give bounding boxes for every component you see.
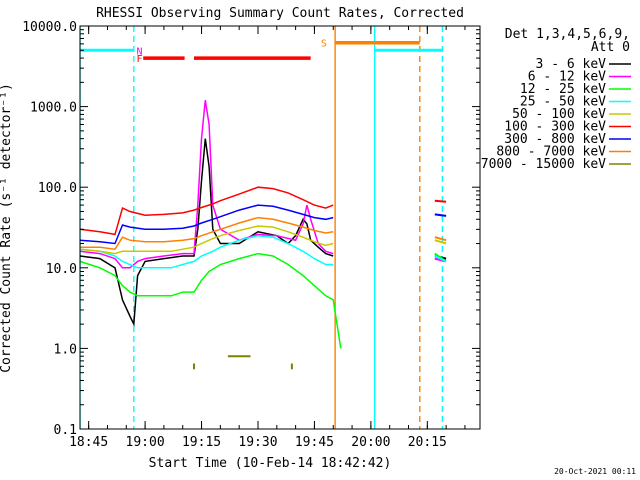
x-axis-label: Start Time (10-Feb-14 18:42:42) [149, 456, 392, 471]
plot-area: FN S [80, 26, 447, 429]
legend-label-0: 3 - 6 keV [536, 57, 607, 72]
x-tick-label-5: 20:00 [351, 435, 390, 450]
series-line-2 [80, 252, 342, 349]
y-tick-label-0: 10000.0 [22, 20, 77, 35]
legend-label-7: 800 - 7000 keV [496, 145, 606, 160]
x-tick-label-0: 18:45 [69, 435, 108, 450]
legend-label-1: 6 - 12 keV [528, 70, 606, 85]
series-line-4 [80, 225, 334, 255]
series-segment-7-0 [434, 236, 447, 242]
legend-label-3: 25 - 50 keV [520, 95, 606, 110]
plot-content [80, 26, 447, 429]
legend-header-line1: Det 1,3,4,5,6,9, [505, 27, 630, 42]
x-tick-label-4: 19:45 [295, 435, 334, 450]
y-tick-label-3: 10.0 [46, 262, 77, 277]
x-tick-label-1: 19:00 [126, 435, 165, 450]
series-line-1 [80, 100, 334, 269]
series-line-7 [80, 216, 334, 251]
x-axis: 18:45 19:00 19:15 19:30 19:45 20:00 20:15 [69, 26, 466, 450]
flag-label-F: F [136, 54, 142, 65]
y-axis: 10000.0 1000.0 100.0 10.0 1.0 0.1 [22, 20, 480, 438]
series-line-3 [80, 234, 334, 269]
plot-frame [79, 25, 481, 430]
series-segment-4-0 [434, 239, 447, 245]
y-tick-label-1: 1000.0 [30, 101, 77, 116]
legend-header-line2: Att 0 [591, 40, 630, 55]
flag-label-N: N [136, 46, 142, 57]
y-tick-label-5: 0.1 [54, 423, 77, 438]
legend-label-5: 100 - 300 keV [504, 120, 606, 135]
x-tick-label-3: 19:30 [238, 435, 277, 450]
legend-label-4: 50 - 100 keV [512, 107, 606, 122]
y-axis-label: Corrected Count Rate (s⁻¹ detector⁻¹) [0, 83, 14, 373]
series-line-0 [80, 138, 334, 327]
legend-label-2: 12 - 25 keV [520, 82, 606, 97]
chart-title: RHESSI Observing Summary Count Rates, Co… [96, 6, 464, 21]
legend-label-6: 300 - 800 keV [504, 132, 606, 147]
series-line-6 [80, 204, 334, 245]
series-segment-3-0 [434, 255, 447, 263]
x-tick-label-2: 19:15 [182, 435, 221, 450]
series-line-5 [80, 186, 334, 236]
series-segment-6-0 [434, 213, 447, 217]
legend-label-8: 7000 - 15000 keV [481, 157, 606, 172]
series-segment-5-0 [434, 199, 447, 203]
x-tick-label-6: 20:15 [408, 435, 447, 450]
footer-timestamp: 20-Oct-2021 00:11 [554, 467, 636, 476]
y-tick-label-2: 100.0 [38, 181, 77, 196]
y-tick-label-4: 1.0 [54, 342, 77, 357]
flag-label-S: S [321, 39, 327, 50]
